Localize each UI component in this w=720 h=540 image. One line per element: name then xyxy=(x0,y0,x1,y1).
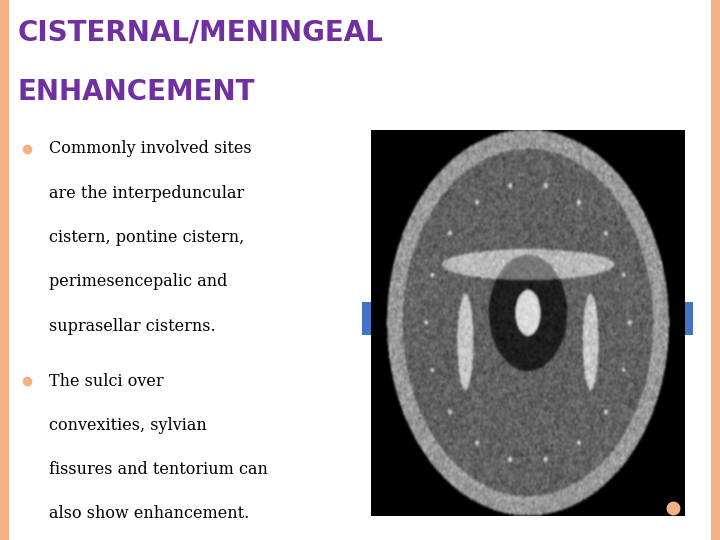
Text: perimesencepalic and: perimesencepalic and xyxy=(49,273,228,290)
Text: are the interpeduncular: are the interpeduncular xyxy=(49,185,244,201)
Text: fissures and tentorium can: fissures and tentorium can xyxy=(49,461,268,478)
Text: suprasellar cisterns.: suprasellar cisterns. xyxy=(49,318,215,334)
FancyBboxPatch shape xyxy=(711,0,720,540)
FancyBboxPatch shape xyxy=(0,0,9,540)
Text: also show enhancement.: also show enhancement. xyxy=(49,505,249,522)
Text: The sulci over: The sulci over xyxy=(49,373,163,389)
Text: CISTERNAL/MENINGEAL: CISTERNAL/MENINGEAL xyxy=(18,19,384,47)
Text: ENHANCEMENT: ENHANCEMENT xyxy=(18,78,256,106)
Text: Commonly involved sites: Commonly involved sites xyxy=(49,140,251,157)
FancyBboxPatch shape xyxy=(684,302,693,335)
Text: convexities, sylvian: convexities, sylvian xyxy=(49,417,207,434)
FancyBboxPatch shape xyxy=(362,302,371,335)
Text: cistern, pontine cistern,: cistern, pontine cistern, xyxy=(49,229,244,246)
